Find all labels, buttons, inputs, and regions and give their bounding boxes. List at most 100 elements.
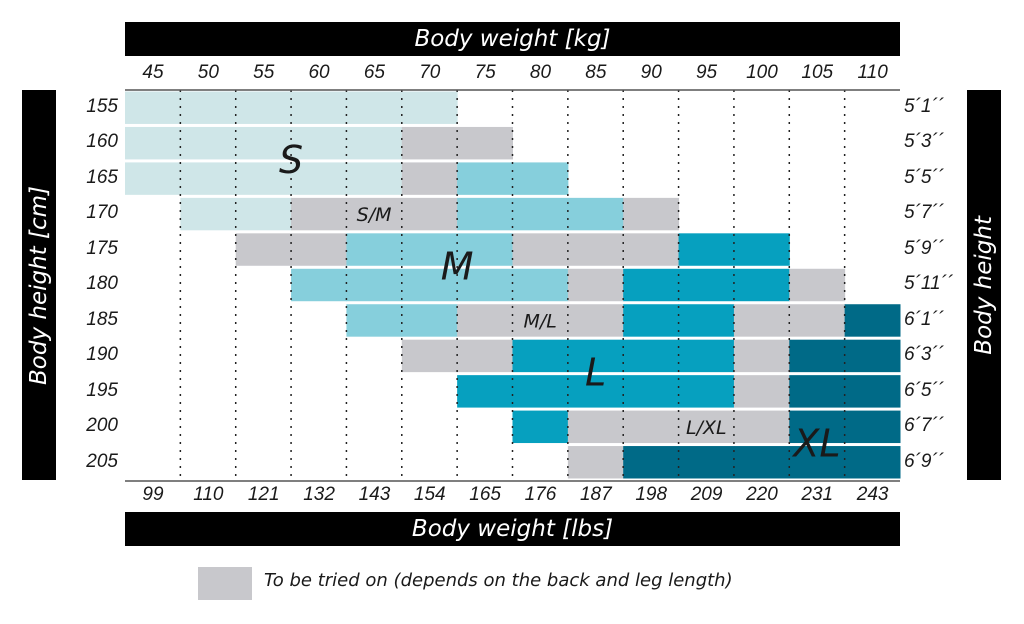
cell-S bbox=[235, 197, 292, 231]
tick-label: 5´5´´ bbox=[904, 166, 945, 188]
tick-label: 85 bbox=[585, 62, 607, 83]
tick-label: 5´3´´ bbox=[904, 131, 945, 153]
cell-S bbox=[346, 91, 403, 124]
cell-M bbox=[346, 233, 403, 266]
tick-label: 110 bbox=[193, 484, 224, 505]
tick-label: 55 bbox=[253, 62, 275, 83]
tick-label: 80 bbox=[529, 62, 552, 83]
tick-label: 170 bbox=[86, 202, 118, 224]
tick-label: 165 bbox=[469, 484, 501, 505]
tick-label: 5´11´´ bbox=[904, 273, 954, 295]
tick-label: 176 bbox=[524, 484, 557, 505]
region-label: L bbox=[585, 351, 606, 395]
cell-XL bbox=[789, 410, 846, 444]
tick-label: 6´5´´ bbox=[904, 379, 945, 401]
tick-label: 70 bbox=[419, 62, 441, 83]
cell-XL bbox=[844, 375, 901, 408]
tick-label: 75 bbox=[474, 62, 496, 83]
cell-S bbox=[401, 91, 458, 124]
cell-M bbox=[457, 233, 513, 266]
cell-to-be-tried-on bbox=[291, 197, 347, 231]
cell-to-be-tried-on bbox=[567, 304, 624, 337]
cell-to-be-tried-on bbox=[567, 233, 624, 266]
cell-to-be-tried-on bbox=[733, 304, 790, 337]
tick-label: 121 bbox=[247, 484, 280, 505]
tick-label: 45 bbox=[142, 62, 164, 83]
cell-to-be-tried-on bbox=[401, 197, 458, 231]
cell-to-be-tried-on bbox=[401, 126, 458, 160]
cell-to-be-tried-on bbox=[567, 410, 624, 444]
cell-S bbox=[180, 91, 237, 124]
cell-L bbox=[678, 233, 735, 266]
cell-XL bbox=[844, 410, 901, 444]
tick-label: 5´1´´ bbox=[904, 96, 945, 117]
tick-label: 99 bbox=[142, 484, 164, 505]
cell-L bbox=[512, 375, 569, 408]
cell-XL bbox=[623, 446, 680, 479]
tick-label: 5´7´´ bbox=[904, 202, 945, 224]
left-axis-title: Body height [cm] bbox=[22, 90, 56, 480]
cell-S bbox=[291, 126, 347, 160]
cell-M bbox=[512, 162, 569, 195]
cell-to-be-tried-on bbox=[733, 410, 790, 444]
tick-label: 209 bbox=[690, 484, 723, 505]
cell-L bbox=[733, 268, 790, 302]
cell-M bbox=[346, 268, 403, 302]
cell-L bbox=[733, 233, 790, 266]
tick-label: 220 bbox=[746, 484, 778, 505]
cell-S bbox=[125, 126, 181, 160]
tick-label: 90 bbox=[640, 62, 662, 83]
region-label: L/XL bbox=[686, 417, 727, 439]
cell-S bbox=[125, 91, 181, 124]
region-label: S bbox=[279, 138, 303, 182]
cell-S bbox=[291, 91, 347, 124]
tick-label: 105 bbox=[801, 62, 834, 83]
cell-S bbox=[346, 162, 403, 195]
cell-XL bbox=[789, 339, 846, 373]
tick-label: 100 bbox=[746, 62, 778, 83]
cell-L bbox=[512, 410, 569, 444]
cell-S bbox=[235, 91, 292, 124]
tick-label: 231 bbox=[801, 484, 834, 505]
cell-L bbox=[678, 375, 735, 408]
cell-M bbox=[457, 197, 513, 231]
cell-to-be-tried-on bbox=[512, 233, 569, 266]
cell-M bbox=[401, 233, 458, 266]
cell-L bbox=[678, 304, 735, 337]
tick-label: 160 bbox=[86, 131, 118, 153]
tick-label: 60 bbox=[308, 62, 330, 83]
tick-label: 190 bbox=[86, 344, 118, 366]
tick-label: 180 bbox=[86, 273, 118, 295]
tick-label: 165 bbox=[86, 166, 118, 188]
tick-label: 132 bbox=[303, 484, 335, 505]
cell-M bbox=[457, 268, 513, 302]
region-label: M/L bbox=[523, 310, 556, 332]
cell-M bbox=[512, 268, 569, 302]
cell-to-be-tried-on bbox=[789, 304, 846, 337]
cell-XL bbox=[844, 304, 901, 337]
cell-to-be-tried-on bbox=[567, 446, 624, 479]
cell-S bbox=[125, 162, 181, 195]
tick-label: 154 bbox=[413, 484, 446, 505]
cell-to-be-tried-on bbox=[623, 233, 680, 266]
tick-label: 205 bbox=[86, 450, 118, 472]
top-axis-title: Body weight [kg] bbox=[125, 22, 900, 56]
cell-S bbox=[180, 197, 237, 231]
tick-label: 155 bbox=[86, 96, 118, 117]
tick-label: 200 bbox=[86, 415, 118, 437]
cell-to-be-tried-on bbox=[623, 197, 680, 231]
cell-to-be-tried-on bbox=[401, 339, 458, 373]
region-label: S/M bbox=[357, 204, 392, 226]
tick-label: 195 bbox=[86, 379, 118, 401]
tick-label: 198 bbox=[635, 484, 668, 505]
cell-M bbox=[401, 268, 458, 302]
legend-swatch bbox=[198, 567, 252, 600]
cell-S bbox=[180, 162, 237, 195]
tick-label: 6´9´´ bbox=[904, 450, 945, 472]
tick-label: 6´7´´ bbox=[904, 415, 945, 437]
tick-label: 65 bbox=[363, 62, 385, 83]
cell-L bbox=[623, 268, 680, 302]
right-axis-title: Body height bbox=[967, 90, 1001, 480]
cell-to-be-tried-on bbox=[733, 375, 790, 408]
